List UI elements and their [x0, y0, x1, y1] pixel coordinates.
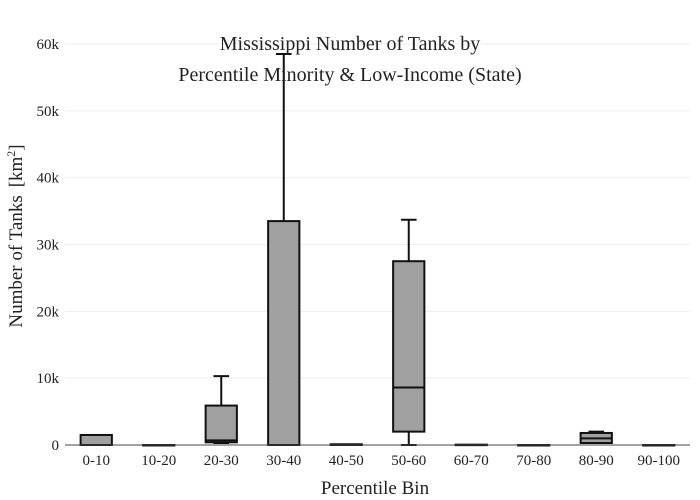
x-tick-label: 10-20: [141, 453, 176, 469]
y-tick-label: 0: [52, 438, 60, 454]
y-tick-label: 30k: [37, 238, 60, 254]
box-30-40: [267, 53, 301, 446]
x-tick-label: 40-50: [329, 453, 364, 469]
grid-lines: [65, 43, 690, 379]
y-tick-label: 10k: [37, 371, 60, 387]
x-tick-label: 30-40: [266, 453, 301, 469]
box-body: [204, 404, 238, 444]
box-50-60: [392, 218, 426, 446]
box-body: [267, 220, 301, 446]
x-tick-labels: 0-10 10-20 20-30 30-40 40-50 50-60 60-70 70-80 8…: [83, 453, 681, 469]
x-tick-label: 80-90: [579, 453, 614, 469]
y-tick-label: 40k: [37, 171, 60, 187]
y-axis-title: Number of Tanks [km2]: [4, 144, 27, 327]
chart-title-line-1: Mississippi Number of Tanks by: [220, 33, 480, 55]
box-20-30: [204, 375, 238, 444]
y-axis-title-unit-end: ]: [6, 144, 27, 150]
box-body: [79, 433, 113, 447]
y-tick-label: 60k: [37, 37, 60, 53]
y-axis-title-main: Number of Tanks: [6, 195, 27, 327]
x-tick-label: 60-70: [454, 453, 489, 469]
box-body: [392, 260, 426, 433]
y-tick-labels: 0 10k 20k 30k 40k 50k 60k: [37, 37, 60, 454]
x-tick-label: 90-100: [638, 453, 681, 469]
box-0-10: [79, 433, 113, 447]
y-axis-title-unit-sup: 2: [4, 151, 18, 157]
y-axis-title-unit: [km: [6, 156, 27, 187]
y-tick-label: 50k: [37, 104, 60, 120]
chart-title-line-2: Percentile Minority & Low-Income (State): [178, 64, 521, 86]
x-tick-label: 70-80: [516, 453, 551, 469]
x-tick-label: 20-30: [204, 453, 239, 469]
x-tick-label: 50-60: [391, 453, 426, 469]
x-tick-label: 0-10: [83, 453, 111, 469]
box-80-90: [579, 430, 613, 444]
boxes: [79, 53, 676, 447]
y-tick-label: 20k: [37, 304, 60, 320]
x-axis-title: Percentile Bin: [321, 478, 430, 499]
